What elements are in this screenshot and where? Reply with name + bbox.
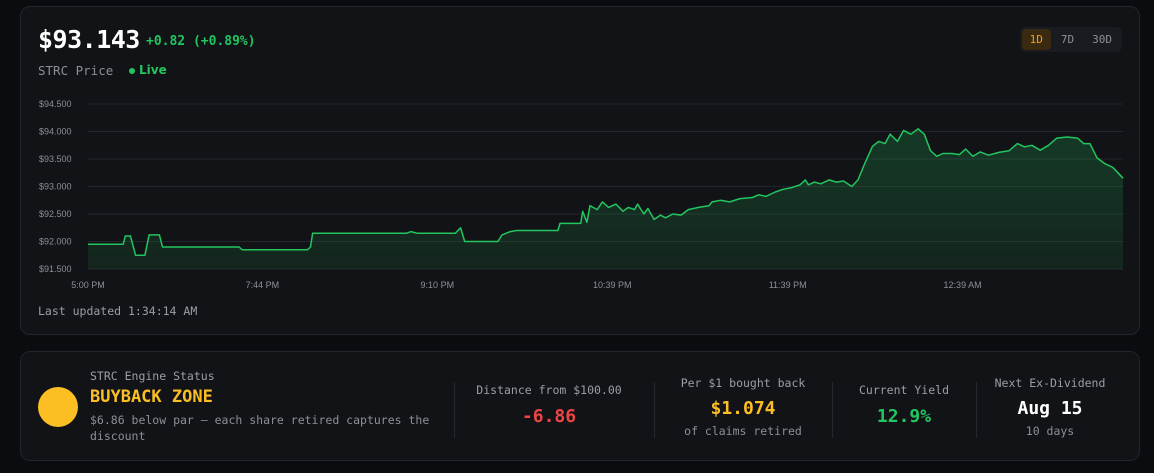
divider <box>654 382 655 438</box>
price-line <box>88 128 1124 257</box>
x-tick-label: 10:39 PM <box>593 280 632 290</box>
engine-status-label: STRC Engine Status <box>90 369 215 383</box>
ticker-label: STRC Price <box>38 63 114 78</box>
divider <box>976 382 977 438</box>
metric-value: $1.074 <box>710 398 776 419</box>
range-1d-button[interactable]: 1D <box>1021 29 1051 50</box>
metric-sub: 10 days <box>1025 424 1075 438</box>
status-indicator-icon <box>38 387 78 427</box>
metric-label: Current Yield <box>858 383 949 397</box>
y-tick-label: $91.500 <box>39 264 72 274</box>
price-area <box>88 128 1123 269</box>
last-updated: Last updated 1:34:14 AM <box>38 304 198 318</box>
y-tick-label: $94.000 <box>39 127 72 137</box>
metric-label: Distance from $100.00 <box>476 383 622 397</box>
metric-distance: Distance from $100.00 -6.86 <box>454 352 644 462</box>
metric-label: Per $1 bought back <box>680 376 806 390</box>
metric-sub: of claims retired <box>684 424 802 438</box>
current-price: $93.143 <box>38 25 140 54</box>
live-dot-icon <box>129 68 135 74</box>
live-label: Live <box>139 63 167 77</box>
y-tick-label: $93.000 <box>39 182 72 192</box>
time-range-selector: 1D 7D 30D <box>1019 27 1122 52</box>
x-tick-label: 5:00 PM <box>71 280 105 290</box>
y-tick-label: $92.500 <box>39 209 72 219</box>
price-change: +0.82 (+0.89%) <box>146 34 256 49</box>
metric-value: Aug 15 <box>1017 398 1083 419</box>
range-7d-button[interactable]: 7D <box>1060 33 1075 46</box>
metric-value: -6.86 <box>521 406 577 427</box>
price-card: $93.143 +0.82 (+0.89%) STRC Price Live 1… <box>20 6 1140 335</box>
metric-value: 12.9% <box>876 406 932 427</box>
range-30d-button[interactable]: 30D <box>1092 33 1112 46</box>
y-tick-label: $93.500 <box>39 154 72 164</box>
metric-buyback: Per $1 bought back $1.074 of claims reti… <box>654 352 832 462</box>
zone-title: BUYBACK ZONE <box>90 387 213 407</box>
y-tick-label: $92.000 <box>39 237 72 247</box>
divider <box>454 382 455 438</box>
price-chart[interactable]: $94.500 $94.000 $93.500 $93.000 $92.500 $92.0… <box>21 92 1139 302</box>
metric-ex-dividend: Next Ex-Dividend Aug 15 10 days <box>976 352 1124 462</box>
engine-status-card: STRC Engine Status BUYBACK ZONE $6.86 be… <box>20 351 1140 461</box>
x-tick-label: 11:39 PM <box>769 280 807 290</box>
metric-label: Next Ex-Dividend <box>994 376 1106 390</box>
zone-description: $6.86 below par — each share retired cap… <box>90 413 430 443</box>
x-tick-label: 7:44 PM <box>246 280 280 290</box>
divider <box>832 382 833 438</box>
metric-yield: Current Yield 12.9% <box>832 352 976 462</box>
x-tick-label: 12:39 AM <box>944 280 982 290</box>
x-tick-label: 9:10 PM <box>421 280 455 290</box>
y-tick-label: $94.500 <box>39 99 72 109</box>
